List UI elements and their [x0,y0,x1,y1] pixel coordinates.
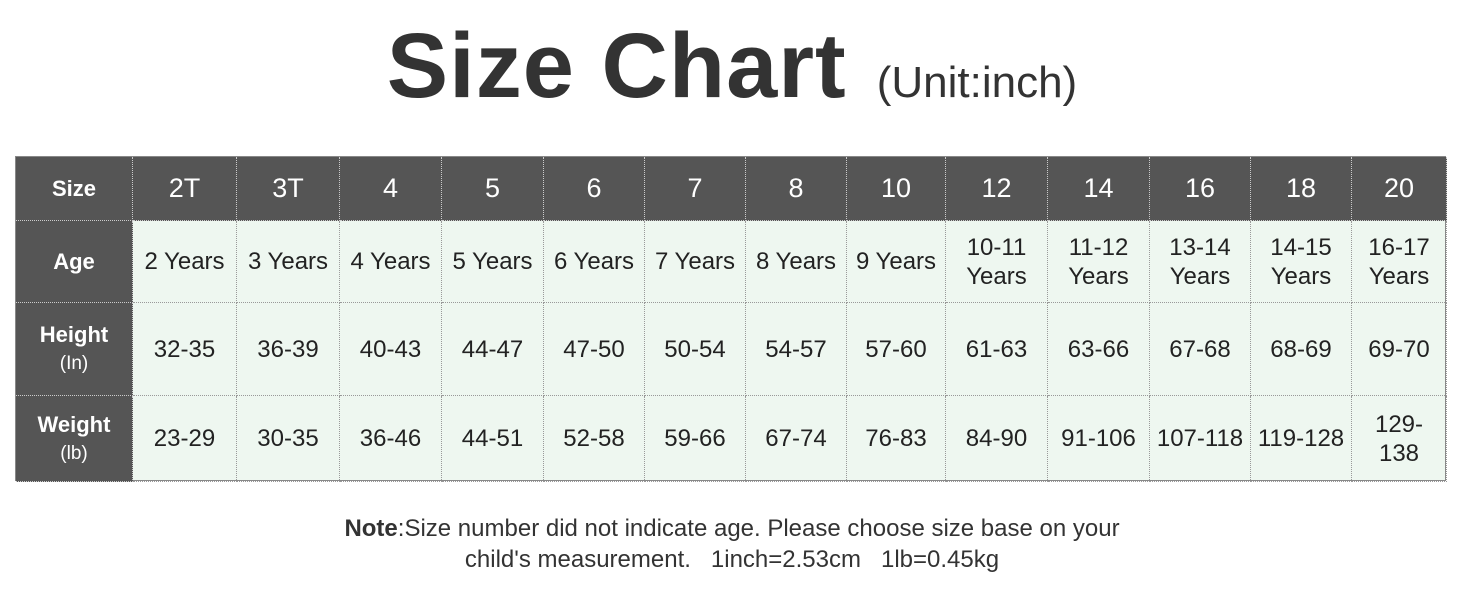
column-header: Size [16,157,133,221]
cell: 91-106 [1048,396,1150,482]
cell: 32-35 [133,303,237,396]
row-unit: (In) [59,353,89,374]
column-header: 4 [340,157,442,221]
cell: 6 Years [544,221,645,303]
cell: 57-60 [847,303,946,396]
cell: 63-66 [1048,303,1150,396]
cell: 76-83 [847,396,946,482]
row-unit: (lb) [60,442,88,464]
cell: 36-46 [340,396,442,482]
cell: 44-51 [442,396,544,482]
title-block: Size Chart (Unit:inch) [0,14,1464,119]
column-header: 16 [1150,157,1251,221]
column-header: 8 [746,157,847,221]
unit: (Unit:inch) [876,58,1078,107]
cell: 16-17 Years [1352,221,1447,303]
cell: 67-74 [746,396,847,482]
cell: 107-118 [1150,396,1251,482]
row-label: Height [39,322,109,347]
cell: 4 Years [340,221,442,303]
cell: 54-57 [746,303,847,396]
cell: 36-39 [237,303,340,396]
note: Note:Size number did not indicate age. P… [0,513,1464,575]
column-header: 20 [1352,157,1447,221]
row-header: Height (In) [16,303,133,396]
cell: 23-29 [133,396,237,482]
column-header: 10 [847,157,946,221]
cell: 13-14 Years [1150,221,1251,303]
cell: 84-90 [946,396,1048,482]
column-header: 18 [1251,157,1352,221]
note-label: Note [344,515,398,542]
cell: 69-70 [1352,303,1447,396]
row-header: Age [16,221,133,303]
size-table: Size 2T 3T 4 5 6 7 8 10 12 14 16 18 20 Age 2 Years 3 Yea… [15,156,1447,482]
cell: 8 Years [746,221,847,303]
cell: 129-138 [1352,396,1447,482]
column-header: 5 [442,157,544,221]
column-header: 2T [133,157,237,221]
cell: 119-128 [1251,396,1352,482]
column-header: 14 [1048,157,1150,221]
cell: 7 Years [645,221,746,303]
column-header: 6 [544,157,645,221]
cell: 40-43 [340,303,442,396]
cell: 44-47 [442,303,544,396]
cell: 2 Years [133,221,237,303]
row-label: Age [53,249,95,274]
note-line: :Size number did not indicate age. Pleas… [397,515,1120,542]
cell: 5 Years [442,221,544,303]
row-header: Weight (lb) [16,396,133,482]
title: Size Chart [386,15,847,117]
cell: 59-66 [645,396,746,482]
cell: 50-54 [645,303,746,396]
column-header: 12 [946,157,1048,221]
cell: 30-35 [237,396,340,482]
cell: 68-69 [1251,303,1352,396]
cell: 61-63 [946,303,1048,396]
cell: 52-58 [544,396,645,482]
row-label: Weight [37,411,111,437]
cell: 67-68 [1150,303,1251,396]
note-line: child's measurement. 1inch=2.53cm 1lb=0.… [464,546,1000,573]
cell: 47-50 [544,303,645,396]
cell: 10-11 Years [946,221,1048,303]
column-header: 3T [237,157,340,221]
cell: 14-15 Years [1251,221,1352,303]
cell: 9 Years [847,221,946,303]
column-header: 7 [645,157,746,221]
cell: 3 Years [237,221,340,303]
cell: 11-12 Years [1048,221,1150,303]
